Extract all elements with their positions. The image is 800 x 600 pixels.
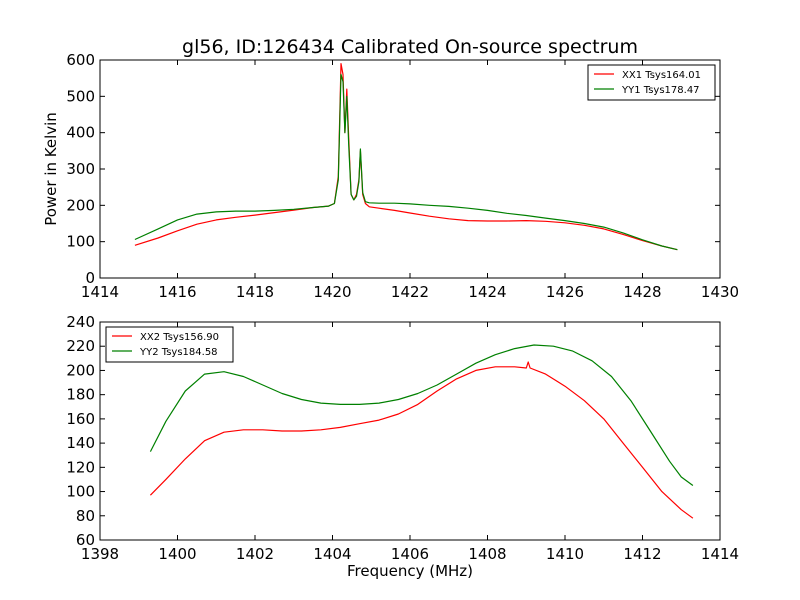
panel-1-y-tick-label-4: 140 xyxy=(66,434,95,452)
panel-0-y-tick-label-0: 0 xyxy=(85,269,95,287)
top-plot-legend-label-xx1: XX1 Tsys164.01 xyxy=(622,70,701,81)
panel-1-x-tick-label-7: 1412 xyxy=(623,545,661,563)
panel-1-x-tick-label-8: 1414 xyxy=(701,545,739,563)
figure-title: gl56, ID:126434 Calibrated On-source spe… xyxy=(182,36,638,58)
panel-0-y-tick-label-6: 600 xyxy=(66,51,95,69)
top-plot-legend-label-yy1: YY1 Tsys178.47 xyxy=(621,85,700,96)
panel-0-x-tick-label-6: 1426 xyxy=(546,283,584,301)
panel-1-y-tick-label-5: 160 xyxy=(66,410,95,428)
bottom-plot-legend-box xyxy=(105,326,234,363)
panel-1-y-tick-label-9: 240 xyxy=(66,313,95,331)
panel-1-y-tick-label-3: 120 xyxy=(66,458,95,476)
bottom-plot-legend-label-yy2: YY2 Tsys184.58 xyxy=(139,347,218,358)
panel-0-x-tick-label-8: 1430 xyxy=(701,283,739,301)
panel-1-y-tick-label-1: 80 xyxy=(76,507,95,525)
panel-1-x-tick-label-3: 1404 xyxy=(313,545,351,563)
panel-1-y-tick-label-6: 180 xyxy=(66,386,95,404)
panel-0-y-tick-label-3: 300 xyxy=(66,160,95,178)
panel-1-y-tick-label-0: 60 xyxy=(76,531,95,549)
bottom-plot-ticks: 1398 1400 1402 1404 1406 1408 1410 1412 1414 60 80… xyxy=(66,313,739,563)
bottom-plot-frame xyxy=(99,321,721,541)
bottom-plot-x-axis-label: Frequency (MHz) xyxy=(347,562,473,580)
panel-1-x-tick-label-2: 1402 xyxy=(236,545,274,563)
panel-1-y-tick-label-2: 100 xyxy=(66,483,95,501)
panel-0-x-tick-label-3: 1420 xyxy=(313,283,351,301)
top-plot-y-axis-label: Power in Kelvin xyxy=(42,112,60,226)
panel-0-y-tick-label-5: 500 xyxy=(66,87,95,105)
panel-0-x-tick-label-2: 1418 xyxy=(236,283,274,301)
panel-1-x-tick-label-6: 1410 xyxy=(546,545,584,563)
bottom-plot-series-group xyxy=(149,344,694,519)
top-plot-series-group xyxy=(134,62,678,251)
panel-0-x-tick-label-7: 1428 xyxy=(623,283,661,301)
bottom-plot: 1398 1400 1402 1404 1406 1408 1410 1412 1414 60 80… xyxy=(66,313,739,580)
top-plot: 1414 1416 1418 1420 1422 1424 1426 1428 1430 0 100… xyxy=(42,51,739,301)
panel-0-x-tick-label-4: 1422 xyxy=(391,283,429,301)
panel-1-x-tick-label-5: 1408 xyxy=(468,545,506,563)
bottom-plot-legend: XX2 Tsys156.90 YY2 Tsys184.58 xyxy=(105,326,234,363)
panel-1-series-line-1 xyxy=(149,344,694,486)
panel-1-y-tick-label-7: 200 xyxy=(66,361,95,379)
top-plot-ticks: 1414 1416 1418 1420 1422 1424 1426 1428 1430 0 100… xyxy=(66,51,739,301)
top-plot-legend: XX1 Tsys164.01 YY1 Tsys178.47 xyxy=(587,64,716,101)
panel-0-y-tick-label-1: 100 xyxy=(66,233,95,251)
panel-0-y-tick-label-2: 200 xyxy=(66,196,95,214)
top-plot-legend-box xyxy=(587,64,716,101)
bottom-plot-legend-label-xx2: XX2 Tsys156.90 xyxy=(140,332,219,343)
panel-0-x-tick-label-0: 1414 xyxy=(81,283,119,301)
panel-0-x-tick-label-5: 1424 xyxy=(468,283,506,301)
panel-0-y-tick-label-4: 400 xyxy=(66,124,95,142)
panel-0-x-tick-label-1: 1416 xyxy=(158,283,196,301)
panel-1-x-tick-label-1: 1400 xyxy=(158,545,196,563)
panel-1-x-tick-label-0: 1398 xyxy=(81,545,119,563)
panel-1-x-tick-label-4: 1406 xyxy=(391,545,429,563)
panel-1-series-line-0 xyxy=(149,361,694,519)
panel-0-series-line-1 xyxy=(134,73,678,251)
top-plot-frame xyxy=(99,59,721,279)
panel-1-y-tick-label-8: 220 xyxy=(66,337,95,355)
